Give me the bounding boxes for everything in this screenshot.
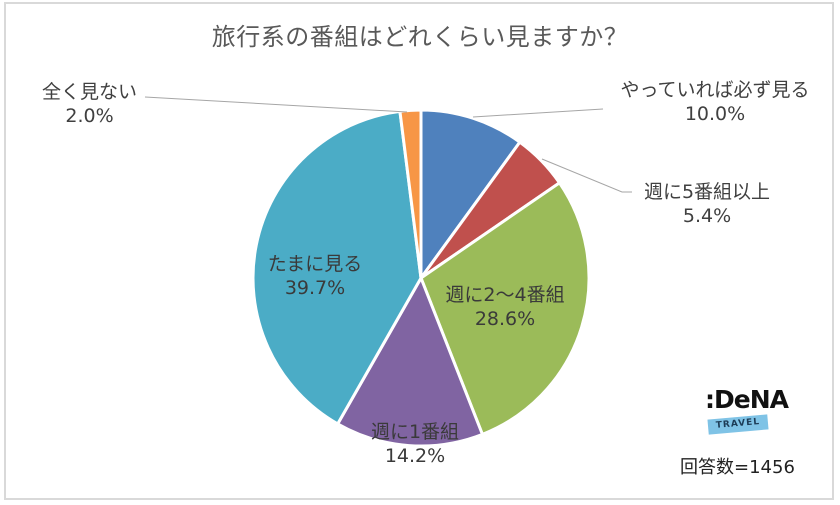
logo-wordmark: :DeNA [705,385,789,414]
logo-travel-band: TRAVEL [707,414,769,435]
label-2to4-name: 週に2～4番組 [445,284,565,306]
pie-slice-0 [419,108,522,280]
leader-line-none [144,96,408,113]
pie-slices [251,108,591,448]
label-1-pct: 14.2% [384,445,446,467]
label-always: やっていれば必ず見る 10.0% [605,78,825,126]
label-sometimes: たまに見る 39.7% [250,252,380,300]
label-2to4-pct: 28.6% [474,308,536,330]
label-sometimes-name: たまに見る [267,253,363,275]
label-always-pct: 10.0% [684,103,746,125]
label-1: 週に1番組 14.2% [340,420,490,468]
label-5plus-pct: 5.4% [682,205,732,227]
chart-title: 旅行系の番組はどれくらい見ますか？ [211,23,629,51]
pie-slice-4 [251,109,423,426]
label-5plus-name: 週に5番組以上 [643,181,771,203]
label-none: 全く見ない 2.0% [32,80,147,128]
dena-travel-logo: :DeNA TRAVEL [705,385,795,435]
label-sometimes-pct: 39.7% [284,277,346,299]
label-2to4: 週に2～4番組 28.6% [420,283,590,331]
leader-lines [144,96,632,193]
label-1-name: 週に1番組 [370,421,460,443]
leader-line-always [472,108,604,118]
pie-slice-3 [336,276,484,448]
label-none-pct: 2.0% [65,105,114,127]
label-always-name: やっていれば必ず見る [620,79,810,101]
label-none-name: 全く見ない [41,81,137,103]
pie-slice-2 [419,181,591,436]
leader-line-5plus [541,158,632,193]
response-count: 回答数=1456 [680,457,795,478]
label-5plus: 週に5番組以上 5.4% [632,180,782,228]
